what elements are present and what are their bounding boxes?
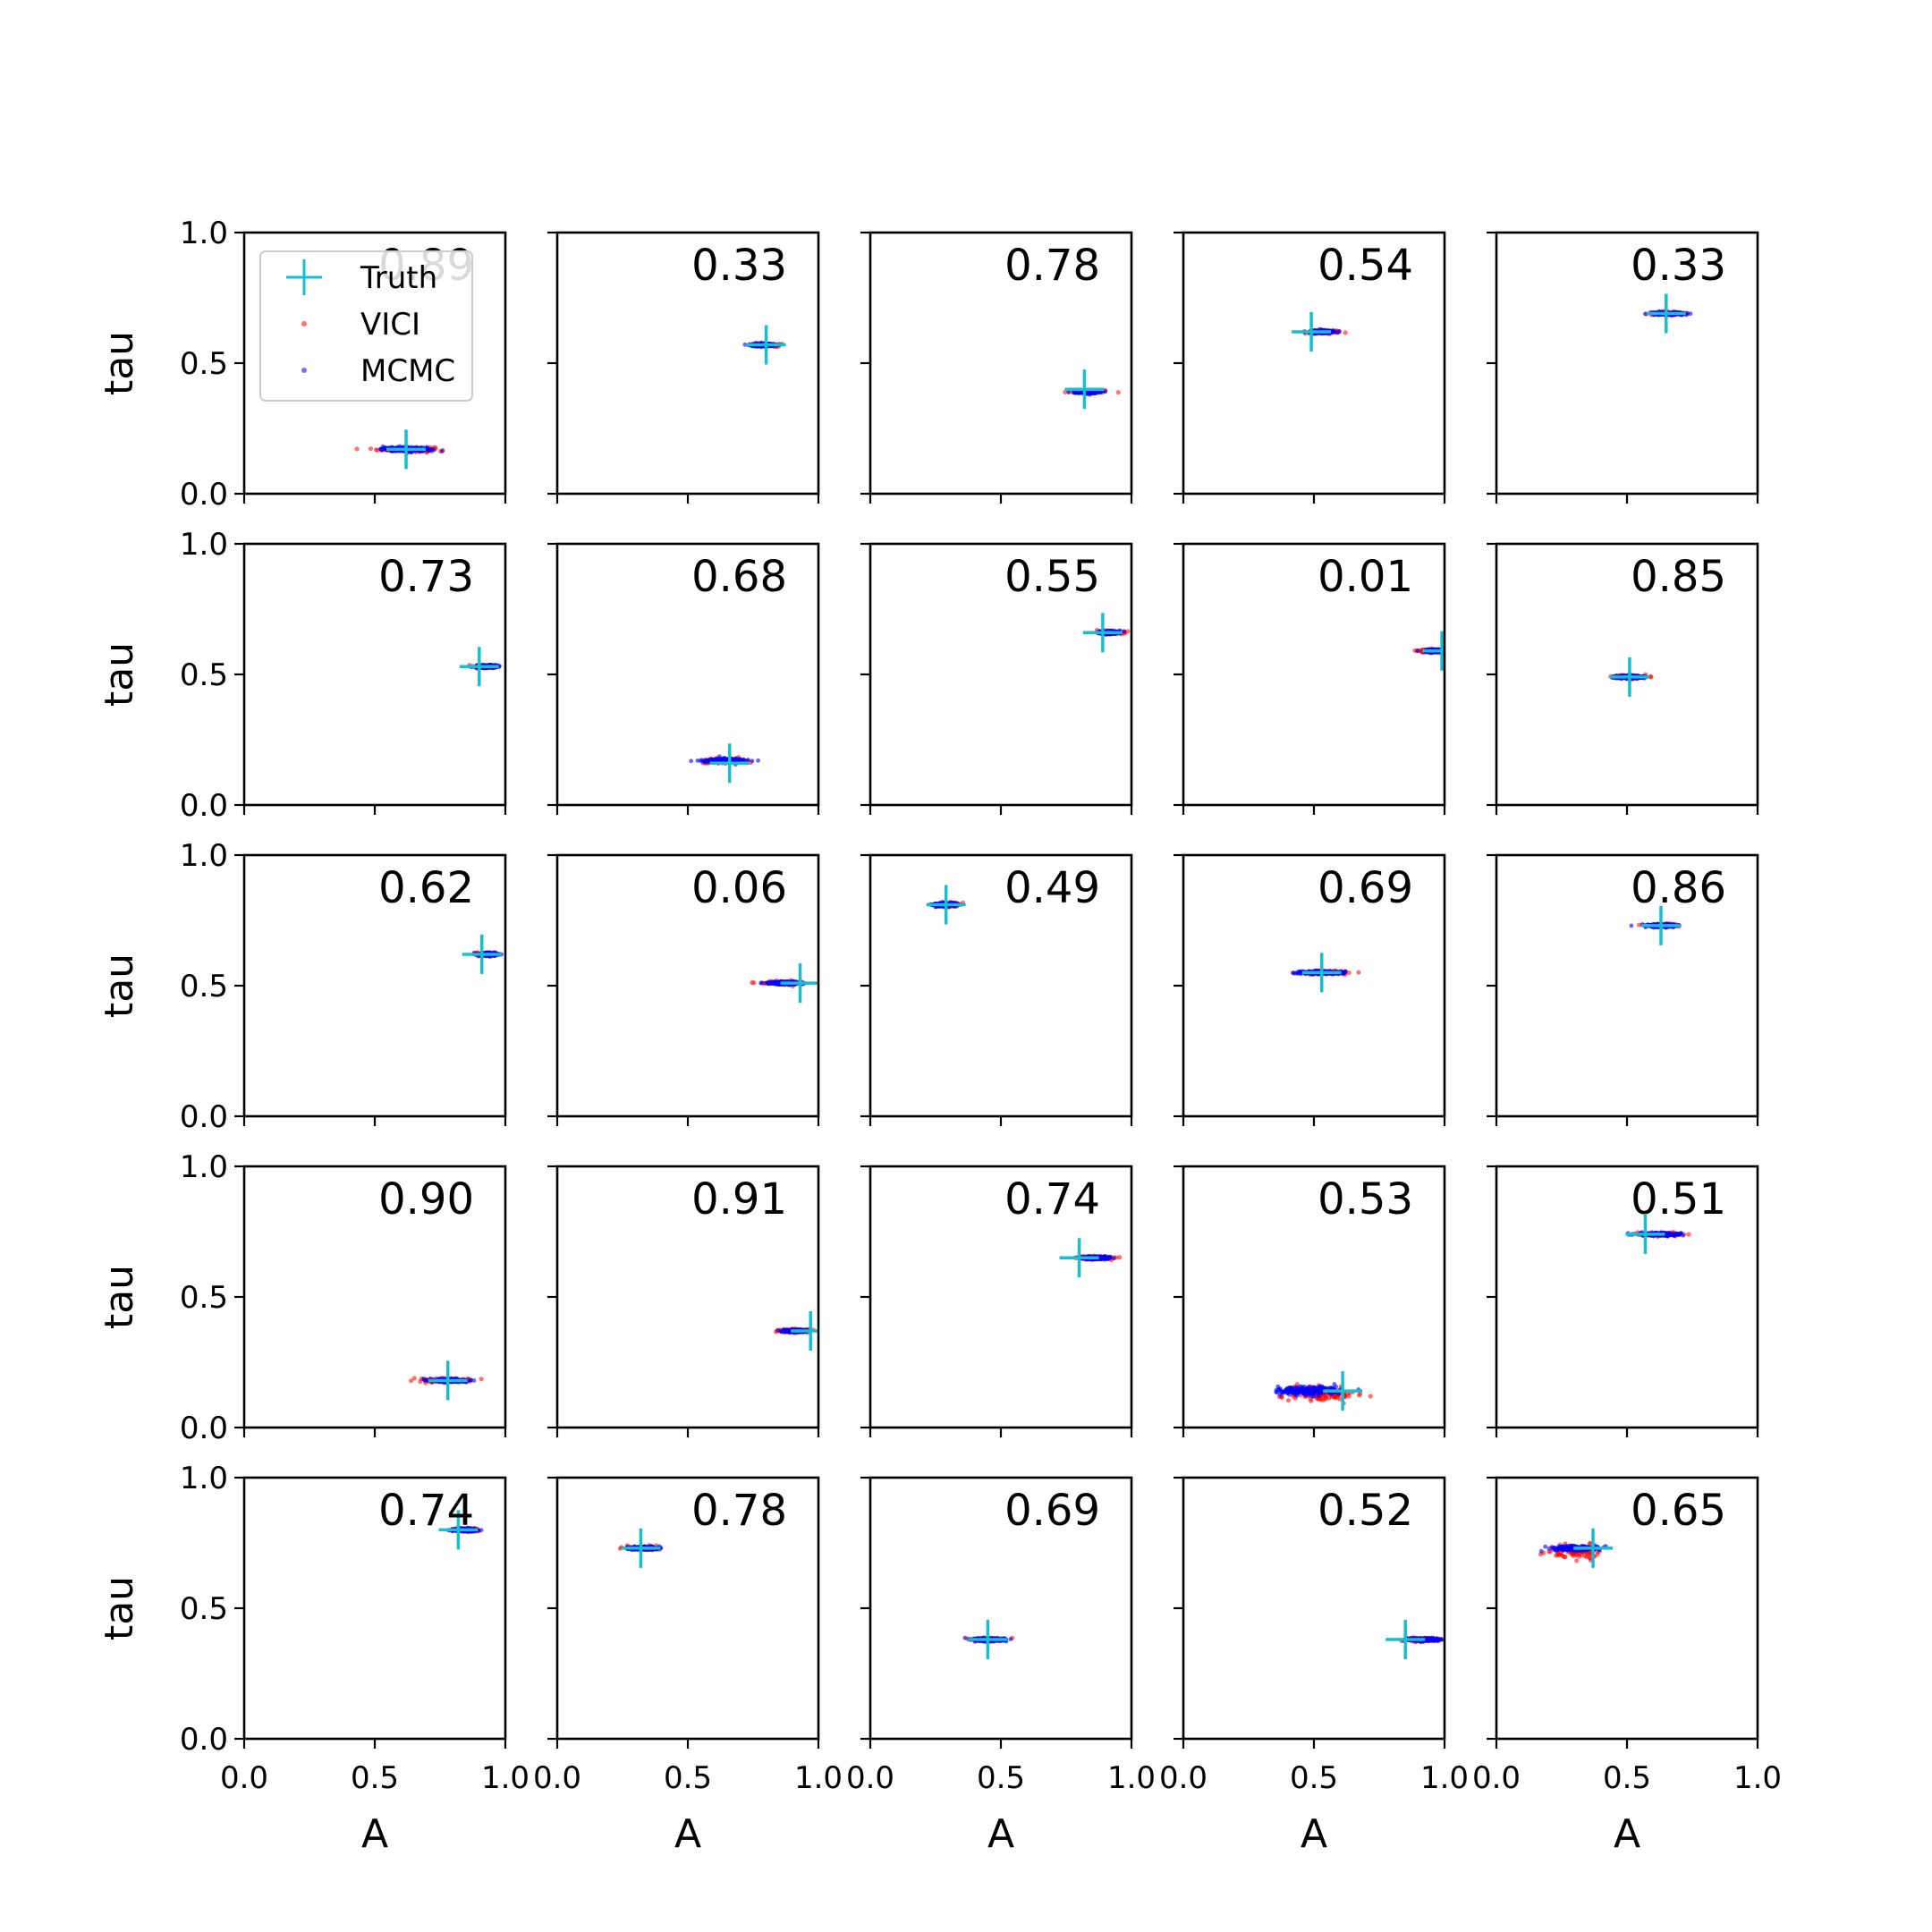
subplot-10: 0.85 xyxy=(1487,542,1759,815)
subplot-5: 0.33 xyxy=(1487,231,1759,504)
y-axis-label: tau xyxy=(97,953,142,1018)
subplot-2: 0.33 xyxy=(547,231,820,504)
mcmc-point xyxy=(732,757,737,762)
mcmc-point xyxy=(776,980,782,986)
mcmc-point xyxy=(711,758,716,763)
subplot-13: 0.49 xyxy=(860,853,1133,1126)
subplot-grid: 0.00.51.0tau0.890.330.780.540.330.00.51.… xyxy=(97,216,1782,1857)
mcmc-point xyxy=(701,759,707,764)
y-tick-label: 0.0 xyxy=(180,1099,228,1135)
mcmc-point xyxy=(1335,330,1340,335)
subplot-15: 0.86 xyxy=(1487,853,1759,1126)
mcmc-point xyxy=(1643,311,1648,317)
mcmc-point xyxy=(1291,970,1296,975)
panel-value-label: 0.62 xyxy=(378,863,474,913)
mcmc-point xyxy=(1086,390,1091,395)
panel-value-label: 0.68 xyxy=(691,552,787,602)
mcmc-point xyxy=(750,758,755,764)
axes-background xyxy=(557,544,818,805)
mcmc-point xyxy=(1330,328,1335,334)
panel-value-label: 0.54 xyxy=(1318,241,1413,291)
mcmc-point xyxy=(1298,970,1302,975)
y-tick-label: 0.0 xyxy=(180,788,228,824)
vici-point xyxy=(1356,970,1361,975)
panel-value-label: 0.69 xyxy=(1318,863,1413,913)
mcmc-point xyxy=(707,758,711,763)
mcmc-point xyxy=(431,447,436,453)
mcmc-point xyxy=(756,758,760,763)
mcmc-point xyxy=(1122,629,1126,634)
axes-background xyxy=(1183,233,1445,494)
panel-value-label: 0.55 xyxy=(1004,552,1100,602)
vici-point xyxy=(1346,970,1352,976)
panel-value-label: 0.73 xyxy=(378,552,474,602)
vici-point xyxy=(1125,629,1131,634)
panel-value-label: 0.06 xyxy=(691,863,787,913)
mcmc-point xyxy=(741,758,746,762)
panel-value-label: 0.78 xyxy=(1004,241,1100,291)
vici-point xyxy=(368,446,374,452)
panel-value-label: 0.49 xyxy=(1004,863,1100,913)
mcmc-point xyxy=(440,449,445,453)
y-tick-label: 1.0 xyxy=(180,838,228,874)
mcmc-point xyxy=(768,980,774,985)
subplot-8: 0.55 xyxy=(860,542,1133,815)
axes-background xyxy=(870,855,1131,1116)
mcmc-point xyxy=(689,758,694,764)
mcmc-point xyxy=(742,342,748,347)
subplot-6: 0.0 0.5 1.0 tau 0.73 xyxy=(97,527,507,824)
vici-point xyxy=(751,980,757,986)
axes-background xyxy=(557,233,818,494)
panel-value-label: 0.01 xyxy=(1318,552,1413,602)
y-tick-label: 1.0 xyxy=(180,216,228,251)
subplot-14: 0.69 xyxy=(1174,853,1446,1126)
axes-background xyxy=(870,233,1131,494)
mcmc-point xyxy=(716,758,721,762)
subplot-7: 0.68 xyxy=(547,542,820,815)
subplot-3: 0.78 xyxy=(860,231,1133,504)
y-axis-label: tau xyxy=(97,331,142,395)
mcmc-point xyxy=(1688,311,1693,317)
y-tick-label: 1.0 xyxy=(180,527,228,563)
axes-background xyxy=(870,544,1131,805)
axes-background xyxy=(1496,855,1758,1116)
mcmc-point xyxy=(758,980,764,986)
mcmc-point xyxy=(736,757,741,762)
axes-background xyxy=(1496,233,1758,494)
panel-value-label: 0.85 xyxy=(1631,552,1726,602)
vici-point xyxy=(1343,330,1348,335)
subplot-4: 0.54 xyxy=(1174,231,1446,504)
y-tick-label: 0.0 xyxy=(180,477,228,513)
mcmc-point xyxy=(719,758,724,763)
y-tick-label: 0.5 xyxy=(180,346,228,382)
mcmc-point xyxy=(717,754,722,759)
axes-background xyxy=(1183,855,1445,1116)
axes-background xyxy=(244,544,505,805)
subplot-12: 0.06 xyxy=(547,853,820,1126)
vici-point xyxy=(1648,674,1653,679)
mcmc-point xyxy=(765,980,770,986)
subplot-11: 0.0 0.5 1.0 tau 0.62 xyxy=(97,838,507,1135)
panel-value-label: 0.33 xyxy=(691,241,787,291)
y-tick-label: 0.5 xyxy=(180,969,228,1004)
vici-point xyxy=(1115,390,1121,395)
vici-point xyxy=(354,446,360,452)
mcmc-point xyxy=(746,758,750,763)
y-tick-label: 0.5 xyxy=(180,657,228,693)
vici-point xyxy=(1063,389,1068,394)
mcmc-point xyxy=(1415,648,1420,654)
axes-background xyxy=(1183,544,1445,805)
axes-background xyxy=(244,855,505,1116)
mcmc-point xyxy=(1093,390,1097,395)
subplot-9: 0.01 xyxy=(1174,542,1446,815)
mcmc-point xyxy=(772,979,776,985)
panel-value-label: 0.33 xyxy=(1631,241,1726,291)
y-axis-label: tau xyxy=(97,642,142,707)
mcmc-point xyxy=(428,448,433,453)
mcmc-point xyxy=(1076,390,1081,395)
mcmc-point xyxy=(1066,389,1072,394)
